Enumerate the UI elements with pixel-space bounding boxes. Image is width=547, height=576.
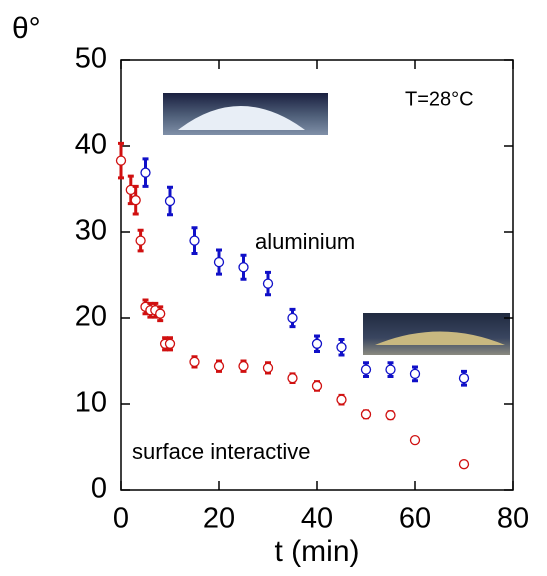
photo-droplet-aluminium xyxy=(163,93,328,135)
data-point xyxy=(115,155,127,166)
data-point xyxy=(238,361,249,372)
photo-droplet-surface xyxy=(363,313,510,355)
annotation: T=28°C xyxy=(405,88,474,110)
data-point xyxy=(385,364,396,375)
data-point xyxy=(336,342,347,353)
data-point xyxy=(360,364,372,375)
data-point xyxy=(130,195,141,206)
data-point xyxy=(262,278,274,289)
data-point xyxy=(189,235,200,246)
data-point xyxy=(135,235,146,246)
data-point xyxy=(213,361,225,372)
y-tick-label: 20 xyxy=(75,301,107,333)
data-point xyxy=(458,373,470,384)
x-tick-label: 20 xyxy=(203,503,235,535)
data-point xyxy=(311,338,323,349)
y-tick-label: 0 xyxy=(91,473,107,505)
data-point xyxy=(360,409,372,420)
data-point xyxy=(213,256,225,268)
data-point xyxy=(336,394,347,405)
data-point xyxy=(238,262,249,273)
series-label: aluminium xyxy=(255,229,355,254)
data-point xyxy=(409,368,421,380)
y-tick-label: 30 xyxy=(75,215,107,247)
series-label: surface interactive xyxy=(132,439,311,464)
data-point xyxy=(287,373,298,384)
y-tick-label: 50 xyxy=(75,43,107,75)
data-point xyxy=(409,434,421,446)
data-point xyxy=(458,459,470,470)
data-point xyxy=(311,380,323,392)
data-point xyxy=(155,308,166,319)
x-tick-label: 40 xyxy=(301,503,333,535)
data-point xyxy=(164,195,176,207)
data-point xyxy=(287,312,298,324)
data-point xyxy=(164,338,176,349)
data-point xyxy=(189,356,200,368)
x-tick-label: 0 xyxy=(113,503,129,535)
x-tick-label: 60 xyxy=(399,503,431,535)
x-tick-label: 80 xyxy=(497,503,529,535)
y-axis-label: θ° xyxy=(12,12,41,45)
data-point xyxy=(140,167,151,178)
data-point xyxy=(262,362,274,374)
x-axis-label: t (min) xyxy=(275,535,360,568)
data-point xyxy=(385,410,396,421)
y-tick-label: 40 xyxy=(75,129,107,161)
y-tick-label: 10 xyxy=(75,387,107,419)
